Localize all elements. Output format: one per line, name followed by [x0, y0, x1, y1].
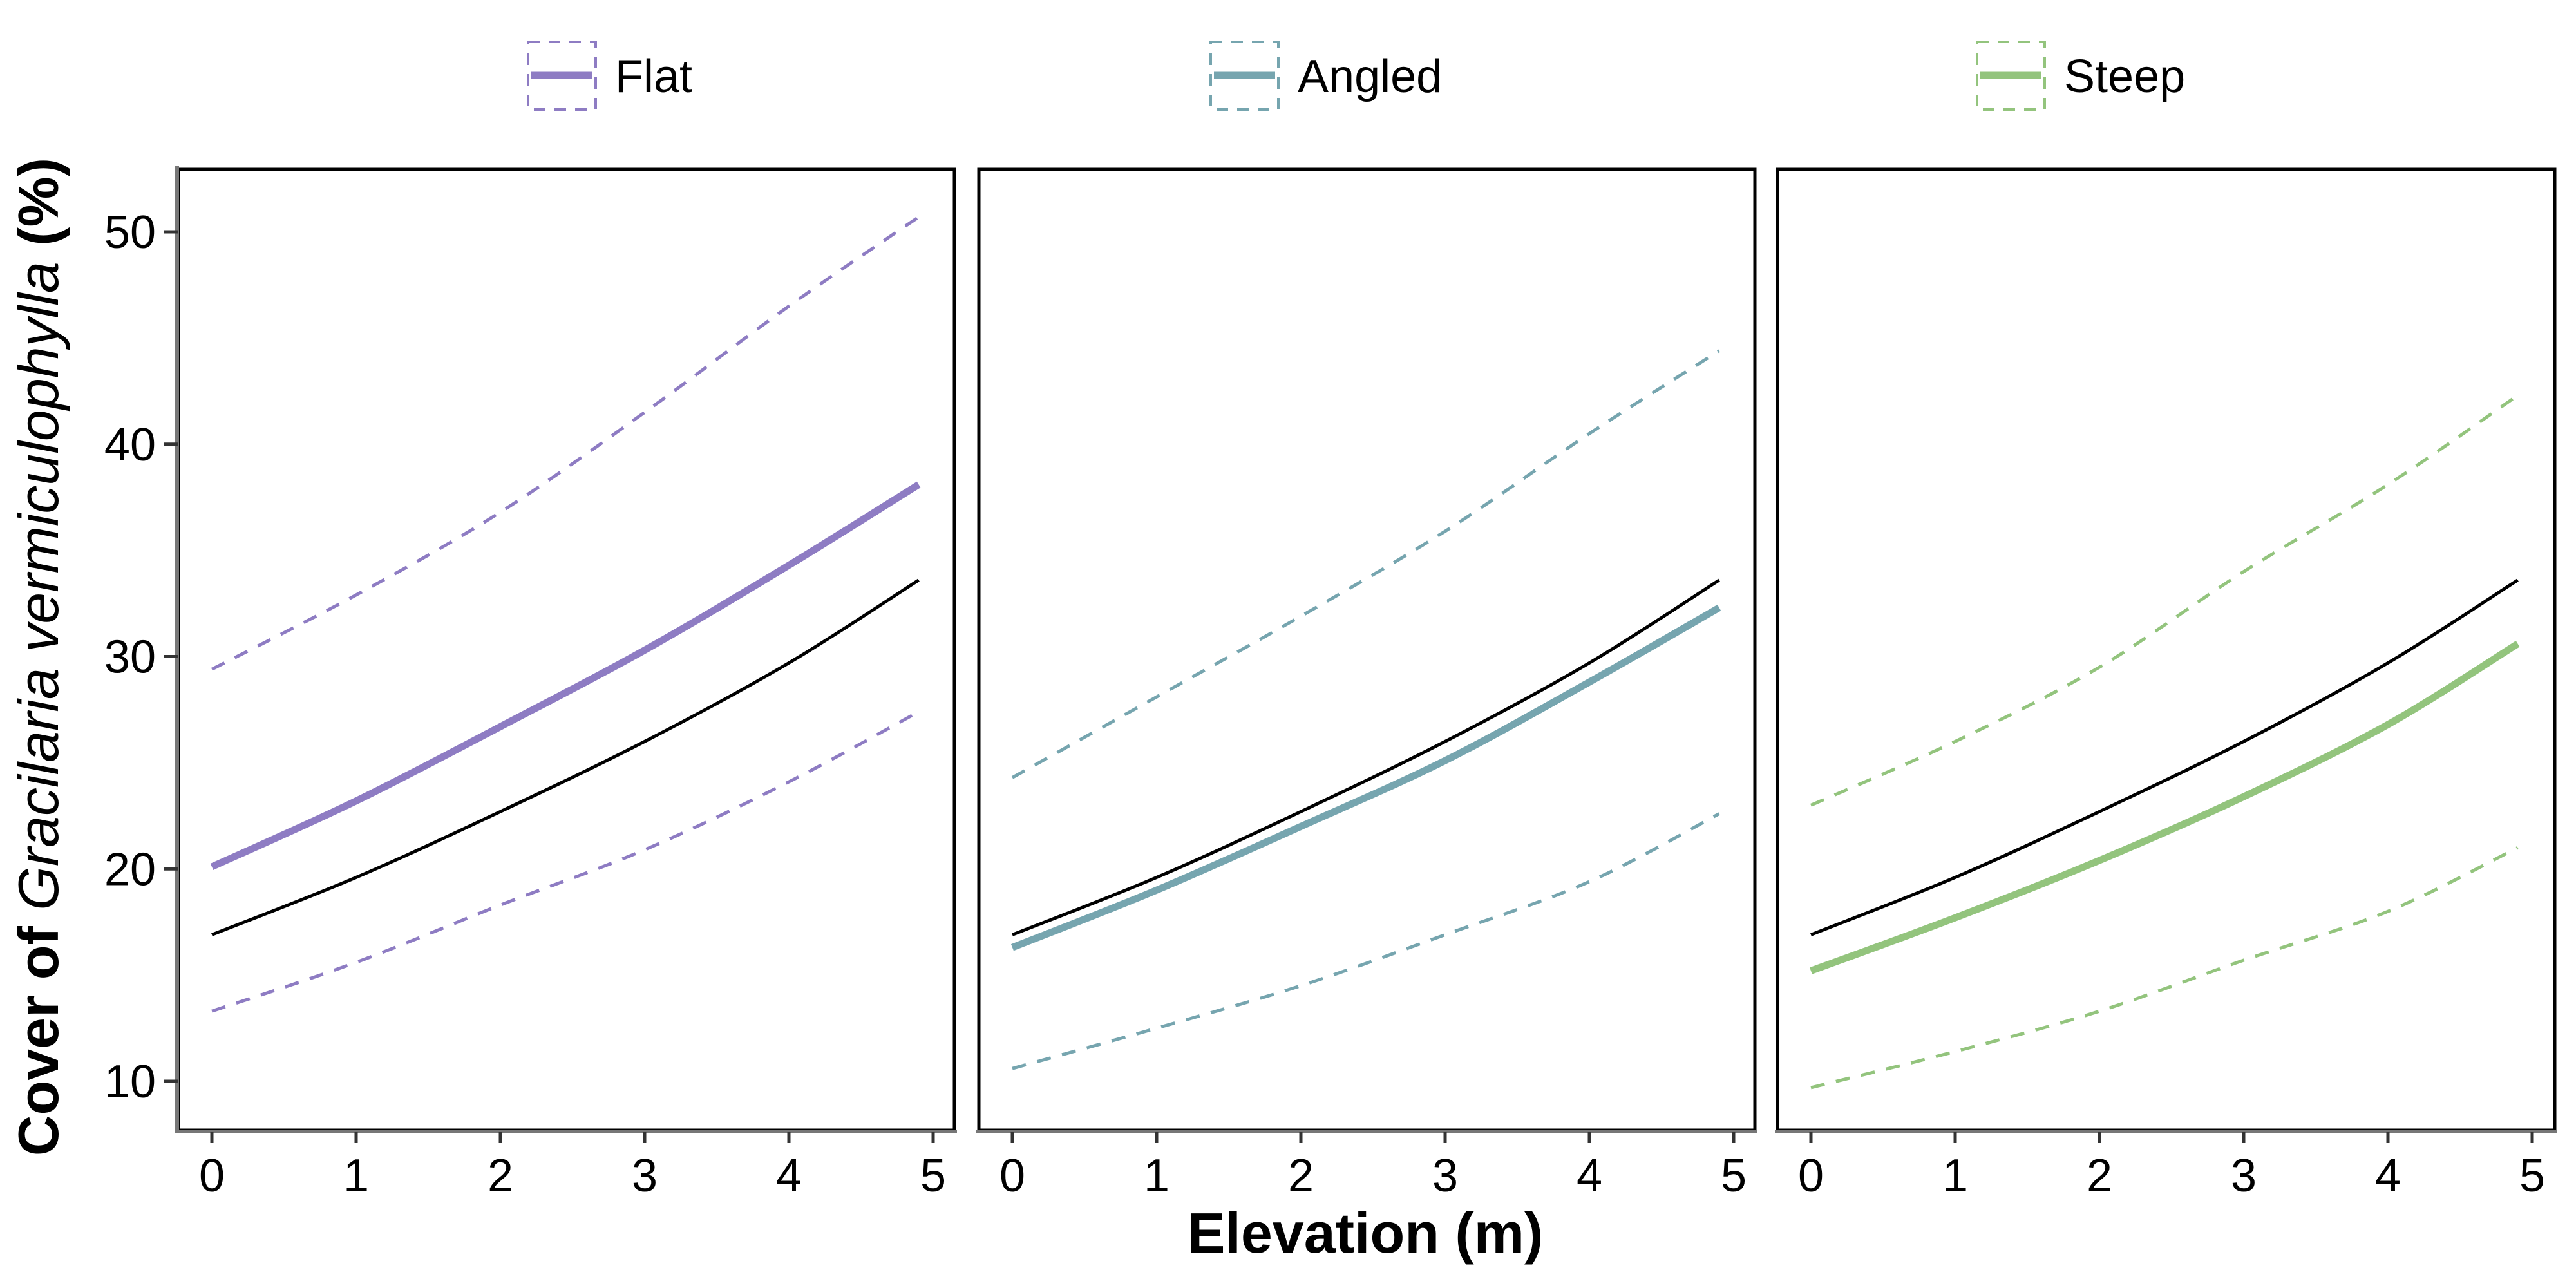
- x-tick-label: 3: [1432, 1150, 1458, 1202]
- lower-ci-line: [1810, 846, 2519, 1090]
- x-tick-label: 2: [1288, 1150, 1314, 1202]
- x-tick-label: 0: [999, 1150, 1025, 1202]
- x-tick-label: 1: [1144, 1150, 1170, 1202]
- legend-label: Steep: [2064, 51, 2185, 102]
- fit-line-steep: [1810, 641, 2520, 974]
- x-axis-title: Elevation (m): [1188, 1201, 1544, 1265]
- x-tick-label: 5: [1721, 1150, 1747, 1202]
- y-tick-label: 10: [104, 1056, 156, 1108]
- fit-line-flat: [210, 481, 921, 870]
- overall-fit-line: [1012, 578, 1720, 936]
- y-axis-title: Cover of Gracilaria vermiculophylla (%): [6, 158, 70, 1156]
- panel-frame: [977, 167, 1757, 1132]
- upper-ci-line: [1011, 349, 1720, 779]
- x-tick-label: 0: [199, 1150, 225, 1202]
- x-tick-label: 4: [776, 1150, 802, 1202]
- legend-item-angled: Angled: [1209, 41, 1442, 111]
- panel-frame: [176, 167, 956, 1132]
- fit-line-angled: [1010, 604, 1721, 951]
- x-tick-label: 4: [2375, 1150, 2401, 1202]
- legend-label: Angled: [1298, 51, 1442, 102]
- legend-ci-key: [527, 41, 597, 111]
- x-tick-label: 0: [1798, 1150, 1824, 1202]
- legend-label: Flat: [615, 51, 692, 102]
- x-tick-label: 3: [2231, 1150, 2257, 1202]
- y-tick-label: 50: [104, 207, 156, 258]
- x-tick-label: 5: [920, 1150, 946, 1202]
- x-tick-label: 1: [1942, 1150, 1968, 1202]
- lower-ci-line: [1012, 812, 1720, 1070]
- legend-item-flat: Flat: [527, 41, 692, 111]
- overall-fit-line: [1810, 578, 2519, 936]
- upper-ci-line: [1810, 393, 2519, 807]
- upper-ci-line: [211, 215, 920, 671]
- x-tick-label: 5: [2519, 1150, 2545, 1202]
- panel-angled: 0 1 2 3 4 5: [976, 167, 1757, 1202]
- legend-ci-key: [1209, 41, 1280, 111]
- lower-ci-line: [211, 710, 920, 1013]
- x-tick-label: 3: [632, 1150, 658, 1202]
- plot-layer: 0 1 2 3 4 5 10 20 30 40 50 Flat 0 1 2 3 4 5 Angled 0 1 2 3 4 5 St…: [104, 41, 2557, 1202]
- y-tick-label: 20: [104, 844, 156, 895]
- y-tick-label: 30: [104, 632, 156, 683]
- x-tick-label: 1: [343, 1150, 369, 1202]
- x-tick-label: 2: [488, 1150, 513, 1202]
- x-tick-label: 2: [2087, 1150, 2112, 1202]
- legend-ci-key: [1976, 41, 2046, 111]
- legend-item-steep: Steep: [1976, 41, 2185, 111]
- panel-frame: [1776, 167, 2557, 1132]
- x-tick-label: 4: [1577, 1150, 1602, 1202]
- panel-steep: 0 1 2 3 4 5: [1775, 167, 2557, 1202]
- overall-fit-line: [211, 578, 920, 936]
- panel-flat: 0 1 2 3 4 5 10 20 30 40 50: [104, 166, 957, 1202]
- y-tick-label: 40: [104, 419, 156, 471]
